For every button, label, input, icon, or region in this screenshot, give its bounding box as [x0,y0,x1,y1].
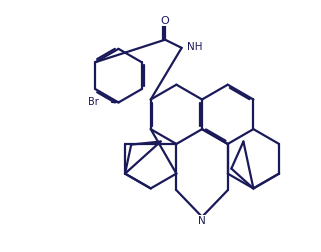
Text: NH: NH [187,42,203,52]
Text: O: O [161,16,169,26]
Text: Br: Br [89,98,99,107]
Text: N: N [198,216,206,226]
